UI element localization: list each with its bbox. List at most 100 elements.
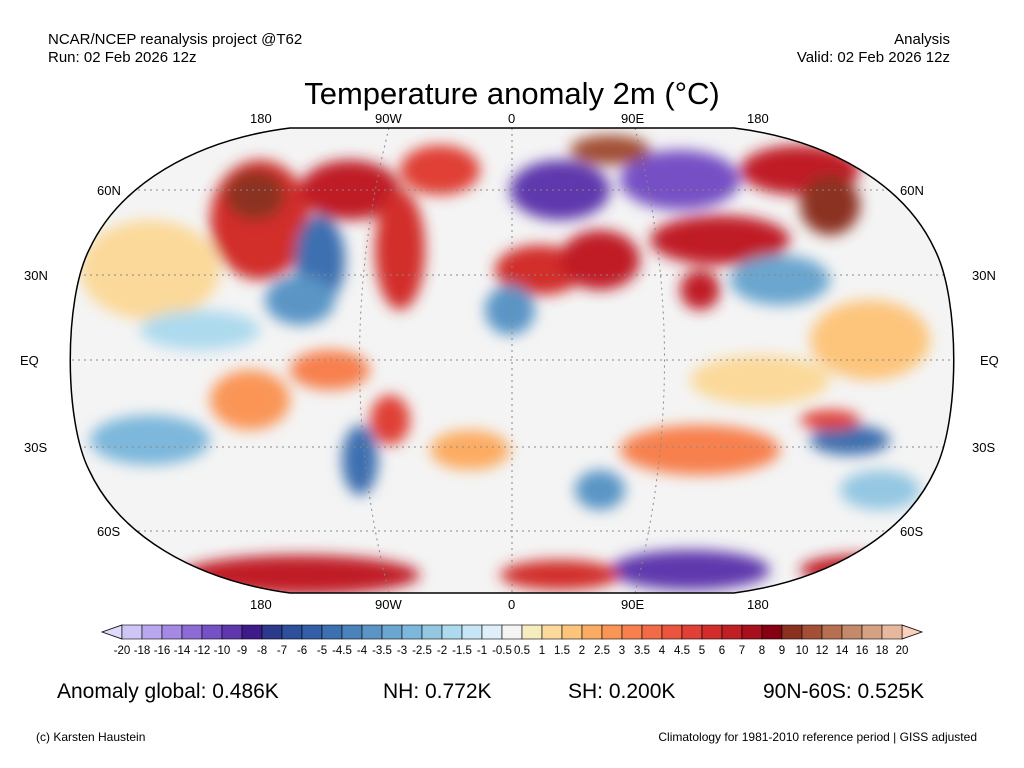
colorbar-bin <box>861 624 883 640</box>
colorbar-bin <box>181 624 203 640</box>
colorbar-bin <box>481 624 503 640</box>
colorbar-tick-label: -2 <box>436 645 448 657</box>
lat-label-right: 60S <box>900 524 924 539</box>
colorbar-tick-label: 7 <box>738 645 746 657</box>
colorbar-bin <box>741 624 763 640</box>
anomaly-field <box>80 135 930 593</box>
lon-label-bottom: 0 <box>508 597 516 612</box>
nh-anomaly: NH: 0.772K <box>383 680 492 703</box>
lat-label-left: 60S <box>97 524 121 539</box>
copyright: (c) Karsten Haustein <box>36 730 146 744</box>
band-anomaly: 90N-60S: 0.525K <box>763 680 925 703</box>
colorbar-bin <box>621 624 643 640</box>
lat-label-left: 60N <box>97 183 121 198</box>
lon-label-bottom: 180 <box>250 597 272 612</box>
lon-label-top: 0 <box>508 111 516 126</box>
colorbar-tick-label: -7 <box>276 645 288 657</box>
lat-label-right: 30N <box>972 268 996 283</box>
colorbar-tick-label: 18 <box>875 645 889 657</box>
colorbar-bin <box>241 624 263 640</box>
graticule <box>70 128 954 593</box>
colorbar-bin <box>261 624 283 640</box>
colorbar-tick-label: 4 <box>658 645 666 657</box>
global-anomaly: Anomaly global: 0.486K <box>57 680 279 703</box>
lon-label-top: 180 <box>250 111 272 126</box>
colorbar-bin <box>581 624 603 640</box>
colorbar-tick-label: -5 <box>316 645 328 657</box>
colorbar-bin <box>841 624 863 640</box>
colorbar-tick-label: 20 <box>895 645 909 657</box>
colorbar-tick-label: 2 <box>578 645 586 657</box>
colorbar-tick-label: 9 <box>778 645 786 657</box>
colorbar-bin <box>701 624 723 640</box>
colorbar-bin <box>461 624 483 640</box>
colorbar-tick-label: -10 <box>213 645 231 657</box>
lon-label-bottom: 90W <box>375 597 402 612</box>
colorbar-bin <box>541 624 563 640</box>
colorbar-tick-label: 8 <box>758 645 766 657</box>
colorbar-tick-label: -14 <box>173 645 191 657</box>
colorbar-bin <box>601 624 623 640</box>
colorbar-tick-label: 14 <box>835 645 849 657</box>
colorbar-tick-label: -12 <box>193 645 211 657</box>
colorbar-bin <box>221 624 243 640</box>
lat-label-right: 30S <box>972 440 996 455</box>
colorbar-tick-label: 6 <box>718 645 726 657</box>
colorbar-tick-label: 1.5 <box>554 645 570 657</box>
lat-label-right: 60N <box>900 183 924 198</box>
colorbar-tick-label: 4.5 <box>674 645 690 657</box>
colorbar-under-triangle <box>100 624 123 640</box>
climatology-note: Climatology for 1981-2010 reference peri… <box>658 730 977 744</box>
colorbar-tick-label: 16 <box>855 645 869 657</box>
lat-label-left: 30N <box>24 268 48 283</box>
colorbar-tick-label: -0.5 <box>492 645 512 657</box>
colorbar-bin <box>661 624 683 640</box>
lon-label-top: 90W <box>375 111 402 126</box>
lon-label-bottom: 180 <box>747 597 769 612</box>
sh-anomaly: SH: 0.200K <box>568 680 676 703</box>
lon-label-top: 90E <box>621 111 645 126</box>
run-time: Run: 02 Feb 2026 12z <box>48 49 197 66</box>
lon-label-bottom: 90E <box>621 597 645 612</box>
colorbar-bin <box>381 624 403 640</box>
valid-time: Valid: 02 Feb 2026 12z <box>796 49 950 66</box>
colorbar-bin <box>801 624 823 640</box>
colorbar-bin <box>421 624 443 640</box>
colorbar-tick-label: -1.5 <box>452 645 472 657</box>
colorbar-bin <box>721 624 743 640</box>
colorbar-tick-label: -20 <box>113 645 131 657</box>
lat-label-left: 30S <box>24 440 48 455</box>
colorbar-bin <box>121 624 143 640</box>
colorbar-bin <box>341 624 363 640</box>
colorbar-bin <box>301 624 323 640</box>
colorbar-bin <box>761 624 783 640</box>
colorbar-bin <box>141 624 163 640</box>
colorbar-tick-label: -18 <box>133 645 151 657</box>
colorbar-tick-label: -4.5 <box>332 645 352 657</box>
colorbar-bin <box>641 624 663 640</box>
colorbar-tick-label: 1 <box>538 645 546 657</box>
lat-label-left: EQ <box>20 353 39 368</box>
colorbar-bin <box>521 624 543 640</box>
colorbar-bin <box>201 624 223 640</box>
colorbar-bin <box>501 624 523 640</box>
colorbar-tick-label: 0.5 <box>514 645 530 657</box>
colorbar-tick-label: -16 <box>153 645 171 657</box>
lon-label-top: 180 <box>747 111 769 126</box>
colorbar-tick-label: -1 <box>476 645 488 657</box>
colorbar-tick-label: 12 <box>815 645 829 657</box>
colorbar-tick-label: -2.5 <box>412 645 432 657</box>
colorbar-bin <box>321 624 343 640</box>
colorbar-tick-label: -6 <box>296 645 308 657</box>
colorbar-bin <box>821 624 843 640</box>
model-label: NCAR/NCEP reanalysis project @T62 <box>48 31 303 48</box>
chart-title: Temperature anomaly 2m (°C) <box>304 76 720 111</box>
colorbar-bin <box>161 624 183 640</box>
colorbar-tick-label: -4 <box>356 645 368 657</box>
colorbar-bin <box>881 624 903 640</box>
colorbar-tick-label: -9 <box>236 645 248 657</box>
colorbar-over-triangle <box>901 624 924 640</box>
colorbar-bin <box>441 624 463 640</box>
colorbar <box>100 624 924 640</box>
